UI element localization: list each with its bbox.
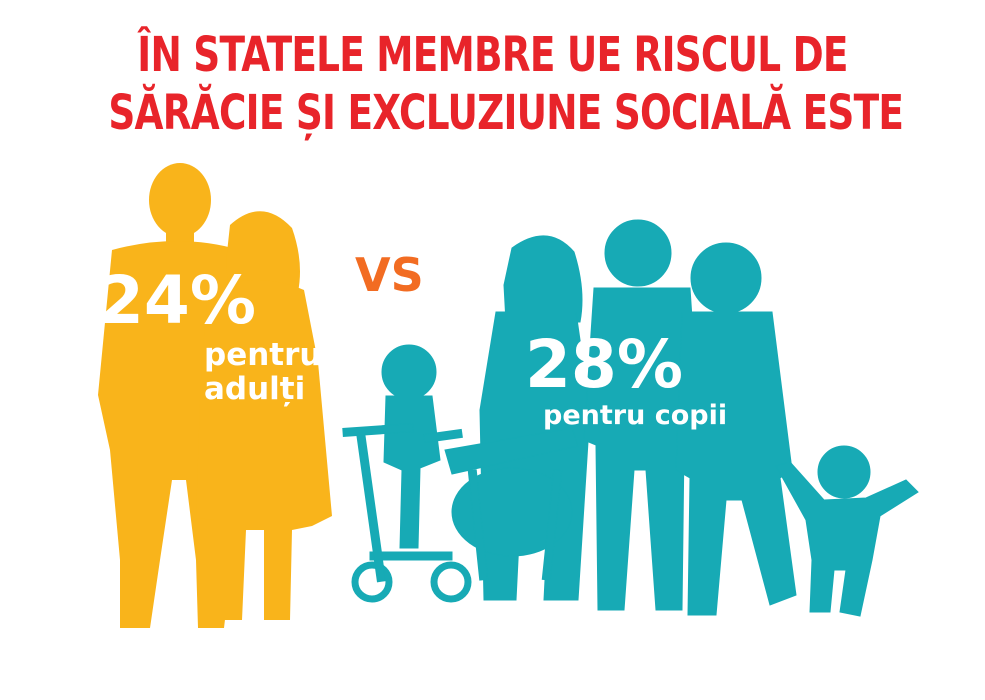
adults-silhouette-group bbox=[98, 163, 332, 628]
toddler-silhouette bbox=[775, 445, 919, 617]
child-on-tricycle-silhouette bbox=[342, 344, 472, 603]
versus-label: VS bbox=[355, 248, 424, 302]
adult-label: pentru adulți bbox=[204, 338, 321, 406]
headline-line-2: SĂRĂCIE ȘI EXCLUZIUNE SOCIALĂ ESTE bbox=[108, 85, 904, 141]
father-silhouette bbox=[675, 242, 797, 616]
child-risk-percentage: 28% bbox=[525, 326, 683, 403]
teen-silhouette bbox=[583, 219, 701, 611]
woman-with-stroller-silhouette bbox=[444, 235, 591, 601]
headline-line-1: ÎN STATELE MEMBRE UE RISCUL DE bbox=[137, 27, 848, 83]
adult-label-line-2: adulți bbox=[204, 371, 306, 407]
headline: ÎN STATELE MEMBRE UE RISCUL DE SĂRĂCIE Ș… bbox=[108, 26, 904, 142]
adult-risk-percentage: 24% bbox=[98, 262, 256, 339]
children-silhouette-group bbox=[342, 219, 919, 617]
child-label: pentru copii bbox=[543, 400, 728, 431]
adult-label-line-1: pentru bbox=[204, 337, 322, 373]
woman-silhouette bbox=[196, 211, 332, 620]
